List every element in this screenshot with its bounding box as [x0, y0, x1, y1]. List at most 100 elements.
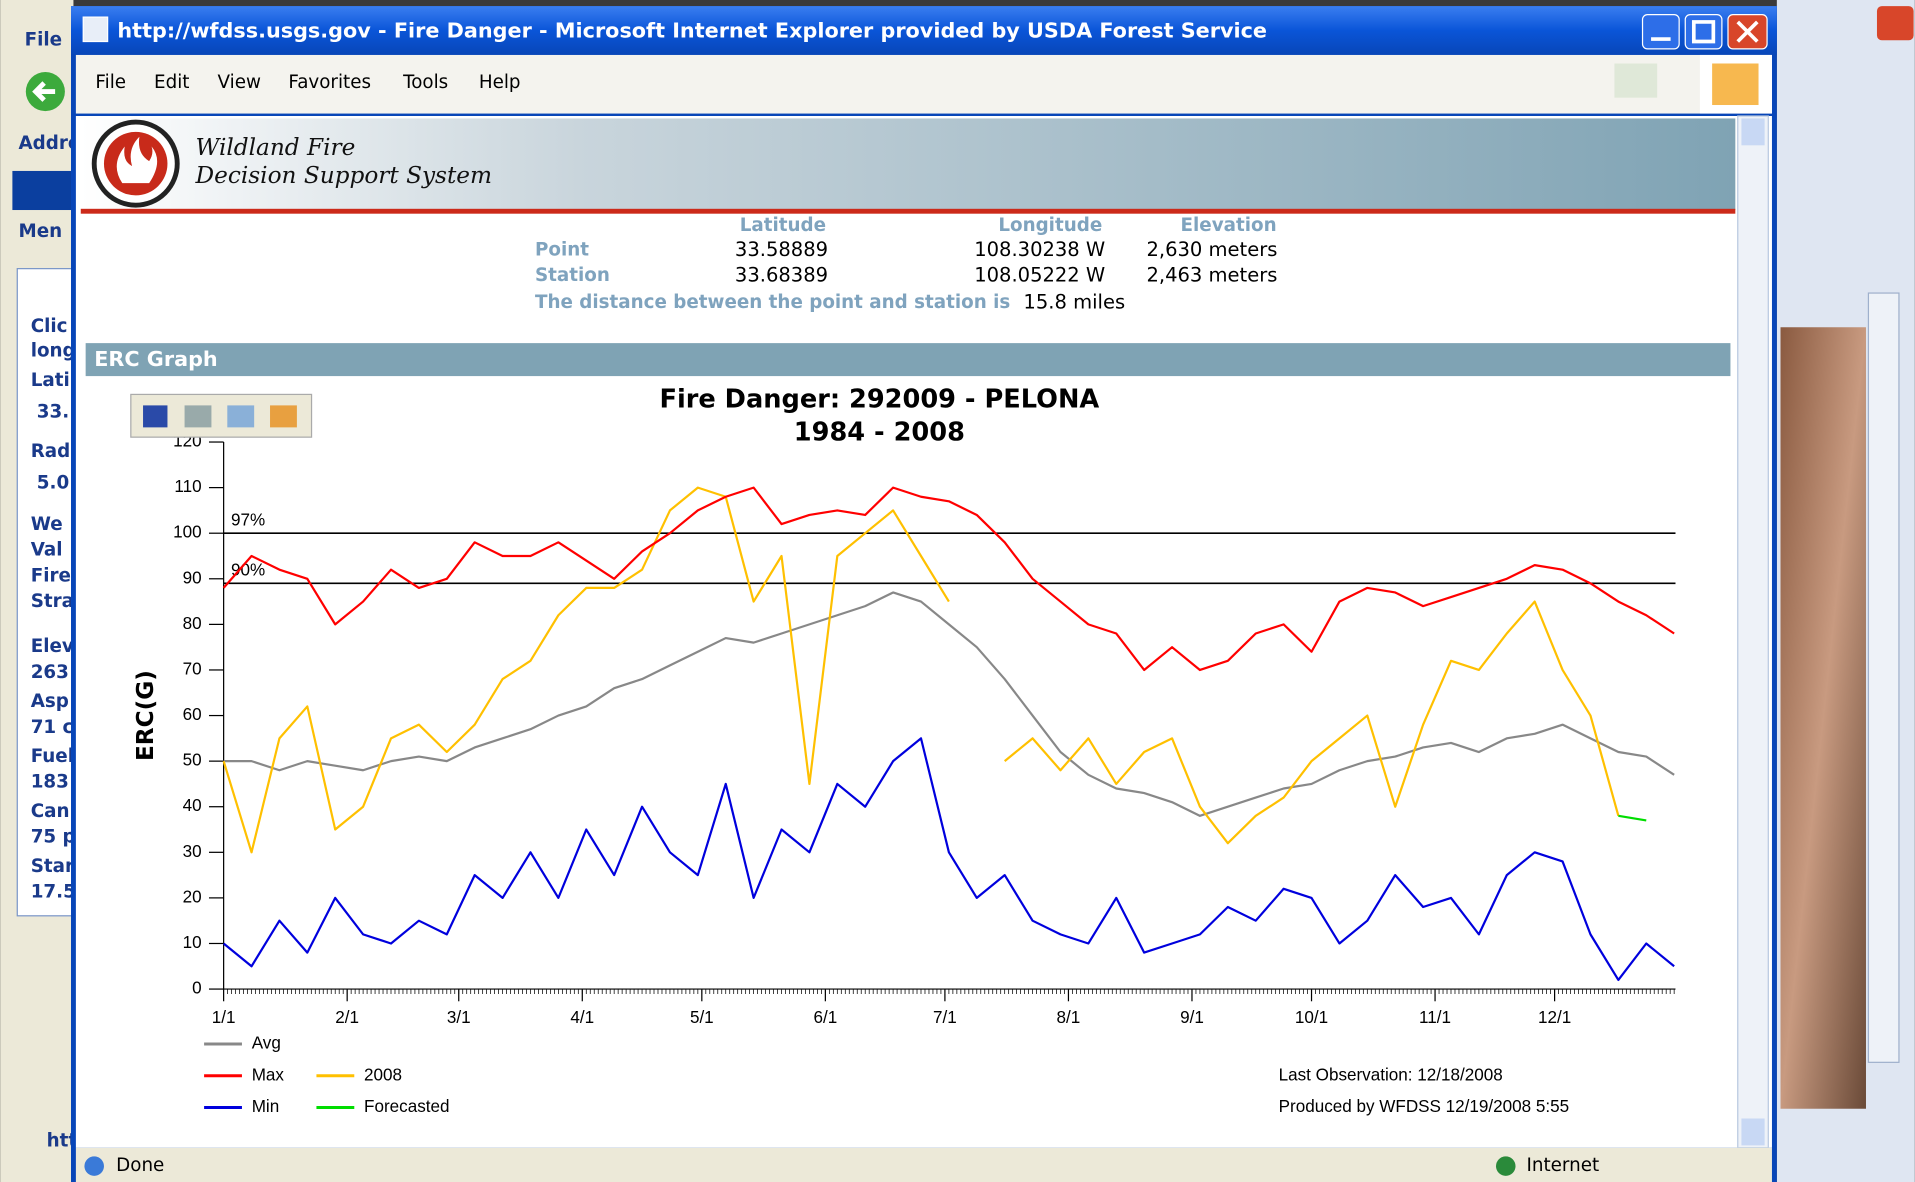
info-column: Elevation: [1181, 215, 1277, 236]
bg-label: Elev: [31, 636, 74, 657]
bg-label: Asp: [31, 691, 69, 712]
bg-label: long: [31, 341, 76, 362]
info-cell: 33.68389: [735, 263, 828, 286]
maximize-button[interactable]: [1685, 15, 1722, 49]
legend-label: Max: [252, 1065, 285, 1084]
bg-label: 75 p: [31, 827, 76, 848]
scroll-up[interactable]: [1741, 118, 1764, 145]
x-tick-label: 3/1: [447, 1008, 471, 1027]
menu-item[interactable]: File: [95, 72, 126, 93]
legend-label: Min: [252, 1097, 280, 1116]
y-tick-label: 80: [183, 614, 202, 633]
info-column: Latitude: [740, 215, 826, 236]
bg-label: Rad: [31, 441, 71, 462]
legend-label: Avg: [252, 1034, 281, 1053]
window-title: http://wfdss.usgs.gov - Fire Danger - Mi…: [117, 19, 1267, 43]
x-tick-label: 9/1: [1180, 1008, 1204, 1027]
zone-icon: [1496, 1156, 1516, 1176]
zone-text: Internet: [1527, 1155, 1600, 1176]
menu-item[interactable]: Favorites: [288, 72, 371, 93]
info-cell: Point: [535, 239, 589, 260]
map-image: [1781, 327, 1866, 1108]
scroll-down[interactable]: [1741, 1119, 1764, 1146]
bg-label: Stra: [31, 591, 74, 612]
page: {"window":{"title":"http://wfdss.usgs.go…: [0, 0, 1915, 1182]
screen: FileAddreMenCliclongLati33.Rad5.0WeValFi…: [0, 0, 1915, 1182]
y-tick-label: 110: [174, 477, 201, 496]
info-column: Longitude: [998, 215, 1102, 236]
bg-label: We: [31, 514, 63, 535]
close-button[interactable]: [1877, 6, 1914, 40]
chart-title: Fire Danger: 292009 - PELONA: [659, 385, 1099, 415]
x-tick-label: 12/1: [1538, 1008, 1571, 1027]
bg-label: Lati: [31, 370, 70, 391]
y-tick-label: 0: [192, 979, 201, 998]
menu-item[interactable]: View: [218, 72, 261, 93]
y-tick-label: 70: [183, 659, 202, 678]
menu-item[interactable]: Edit: [154, 72, 189, 93]
x-tick-label: 5/1: [690, 1008, 714, 1027]
minimize-button[interactable]: [1643, 15, 1680, 49]
section-title: ERC Graph: [94, 347, 217, 371]
save-icon[interactable]: [143, 405, 167, 427]
y-tick-label: 10: [183, 933, 202, 952]
distance-value: 15.8 miles: [1023, 290, 1125, 313]
bg-label: Men: [18, 221, 62, 242]
y-axis-label: ERC(G): [132, 670, 159, 761]
bg-toolbar: [12, 171, 73, 210]
menu-item[interactable]: Tools: [402, 72, 448, 93]
y-tick-label: 30: [183, 842, 202, 861]
status-bar: [76, 1148, 1772, 1182]
bg-label: Can: [31, 801, 70, 822]
ie-icon: [83, 17, 107, 41]
bg-label: Star: [31, 856, 74, 877]
x-tick-label: 7/1: [933, 1008, 957, 1027]
header-rule: [81, 209, 1736, 214]
header-line1: Wildland Fire: [196, 134, 356, 161]
email-icon[interactable]: [227, 405, 254, 427]
section-bar: [86, 343, 1731, 376]
bg-label: 183: [31, 772, 69, 793]
y-tick-label: 100: [173, 523, 202, 542]
print-icon[interactable]: [185, 405, 212, 427]
reference-label: 97%: [231, 511, 265, 530]
legend-label: Forecasted: [364, 1097, 449, 1116]
x-tick-label: 10/1: [1295, 1008, 1328, 1027]
chart-subtitle: 1984 - 2008: [794, 417, 965, 447]
bg-label: 33.: [37, 402, 69, 423]
x-tick-label: 4/1: [570, 1008, 594, 1027]
status-icon: [84, 1156, 104, 1176]
legend-label: 2008: [364, 1065, 402, 1084]
last-observation: Last Observation: 12/18/2008: [1279, 1065, 1503, 1084]
info-cell: 108.05222 W: [974, 263, 1105, 286]
header-line2: Decision Support System: [195, 162, 492, 189]
info-cell: 2,463 meters: [1146, 263, 1277, 286]
distance-label: The distance between the point and stati…: [535, 292, 1010, 313]
bg-label: Fuel: [31, 746, 74, 767]
bg-label: 5.0: [37, 473, 69, 494]
bg-label: Fire: [31, 565, 71, 586]
produced-by: Produced by WFDSS 12/19/2008 5:55: [1279, 1097, 1570, 1116]
toolbar-icon[interactable]: [1614, 63, 1657, 97]
windows-logo: [1712, 63, 1758, 105]
content: [76, 116, 1772, 1148]
scrollbar: [1868, 293, 1899, 1062]
info-cell: 108.30238 W: [974, 238, 1105, 261]
bg-label: 71 c: [31, 717, 74, 738]
y-tick-label: 50: [183, 751, 202, 770]
export-icon[interactable]: [270, 405, 297, 427]
bg-label: Clic: [31, 316, 68, 337]
status-text: Done: [116, 1155, 164, 1176]
x-tick-label: 11/1: [1419, 1008, 1451, 1027]
reference-label: 90%: [231, 561, 265, 580]
bg-label: Val: [31, 540, 63, 561]
x-tick-label: 6/1: [813, 1008, 837, 1027]
scrollbar[interactable]: [1738, 116, 1769, 1148]
x-tick-label: 8/1: [1057, 1008, 1081, 1027]
y-tick-label: 90: [183, 568, 202, 587]
x-tick-label: 2/1: [335, 1008, 359, 1027]
info-cell: 33.58889: [735, 238, 828, 261]
x-tick-label: 1/1: [212, 1008, 236, 1027]
bg-label: File: [25, 29, 62, 50]
menu-item[interactable]: Help: [479, 72, 521, 93]
